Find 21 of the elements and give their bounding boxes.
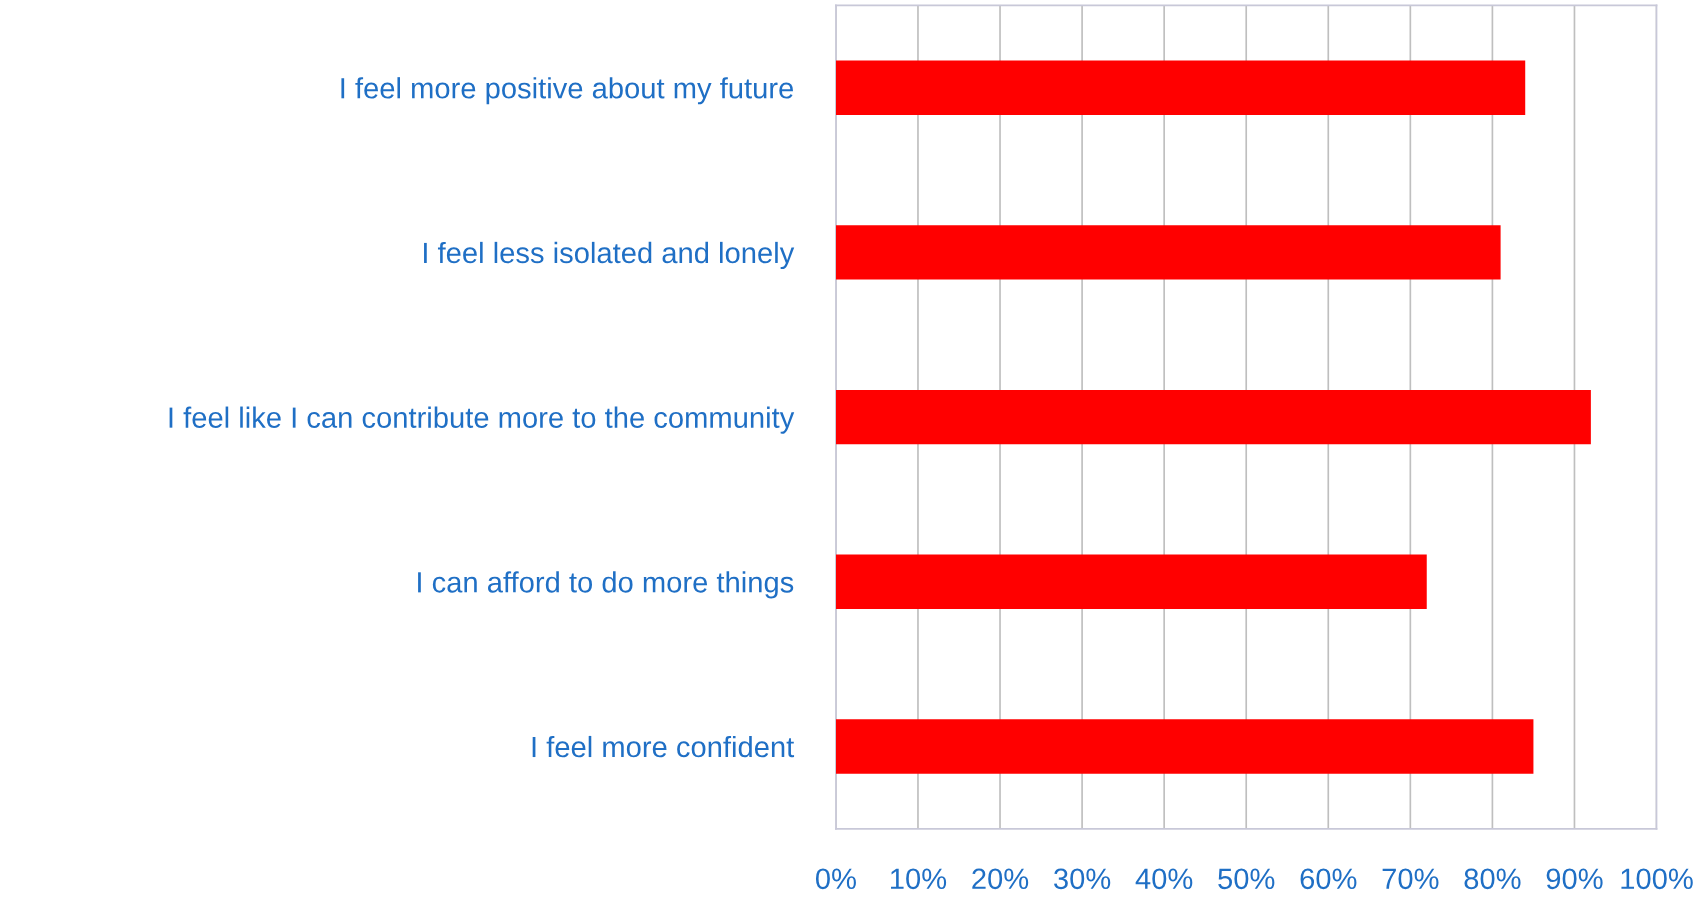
y-tick-label: I feel like I can contribute more to the community (169, 406, 795, 434)
x-tick-label: 80% (1464, 868, 1521, 890)
x-tick-label: 90% (1546, 868, 1603, 890)
bar (835, 60, 1526, 115)
x-tick-label: 20% (972, 868, 1029, 890)
x-tick-label: 60% (1300, 868, 1357, 890)
bar (835, 389, 1591, 445)
y-tick-label: I feel less isolated and lonely (424, 241, 795, 270)
y-tick-label: I can afford to do more things (418, 571, 794, 599)
x-tick-label: 100% (1621, 868, 1693, 890)
bar (835, 554, 1427, 609)
x-tick-label: 10% (891, 868, 947, 890)
x-tick-label: 30% (1054, 868, 1111, 890)
bar (835, 225, 1501, 280)
bar (835, 719, 1534, 774)
y-tick-label: I feel more confident (532, 735, 795, 758)
x-tick-label: 0% (815, 868, 856, 890)
x-tick-label: 40% (1135, 868, 1193, 890)
x-tick-label: 50% (1218, 868, 1275, 890)
y-tick-label: I feel more positive about my future (341, 77, 793, 105)
x-tick-label: 70% (1382, 868, 1439, 890)
